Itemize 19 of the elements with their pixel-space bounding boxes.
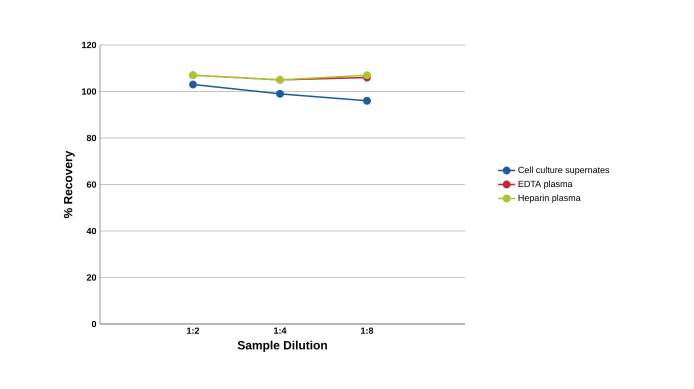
legend-label: Heparin plasma — [518, 194, 581, 203]
y-tick-label: 40 — [86, 228, 96, 234]
y-tick-label: 0 — [92, 320, 96, 328]
point — [363, 71, 371, 80]
y-tick-label: 100 — [82, 88, 96, 95]
y-tick-label: 120 — [82, 42, 96, 48]
legend-label: Cell culture supernates — [518, 166, 610, 175]
point — [189, 80, 197, 88]
legend-label: EDTA plasma — [518, 180, 573, 189]
x-tick-label: 1:8 — [361, 328, 374, 334]
y-tick-label: 20 — [86, 274, 96, 281]
x-tick-label: 1:4 — [274, 328, 286, 334]
x-axis-title: Sample Dilution — [238, 340, 327, 352]
y-tick-label: 60 — [86, 181, 96, 188]
x-tick-label: 1:2 — [187, 328, 200, 334]
point — [363, 96, 371, 105]
y-tick-label: 80 — [86, 134, 96, 142]
point — [276, 90, 284, 98]
y-axis-title: % Recovery — [64, 150, 75, 218]
